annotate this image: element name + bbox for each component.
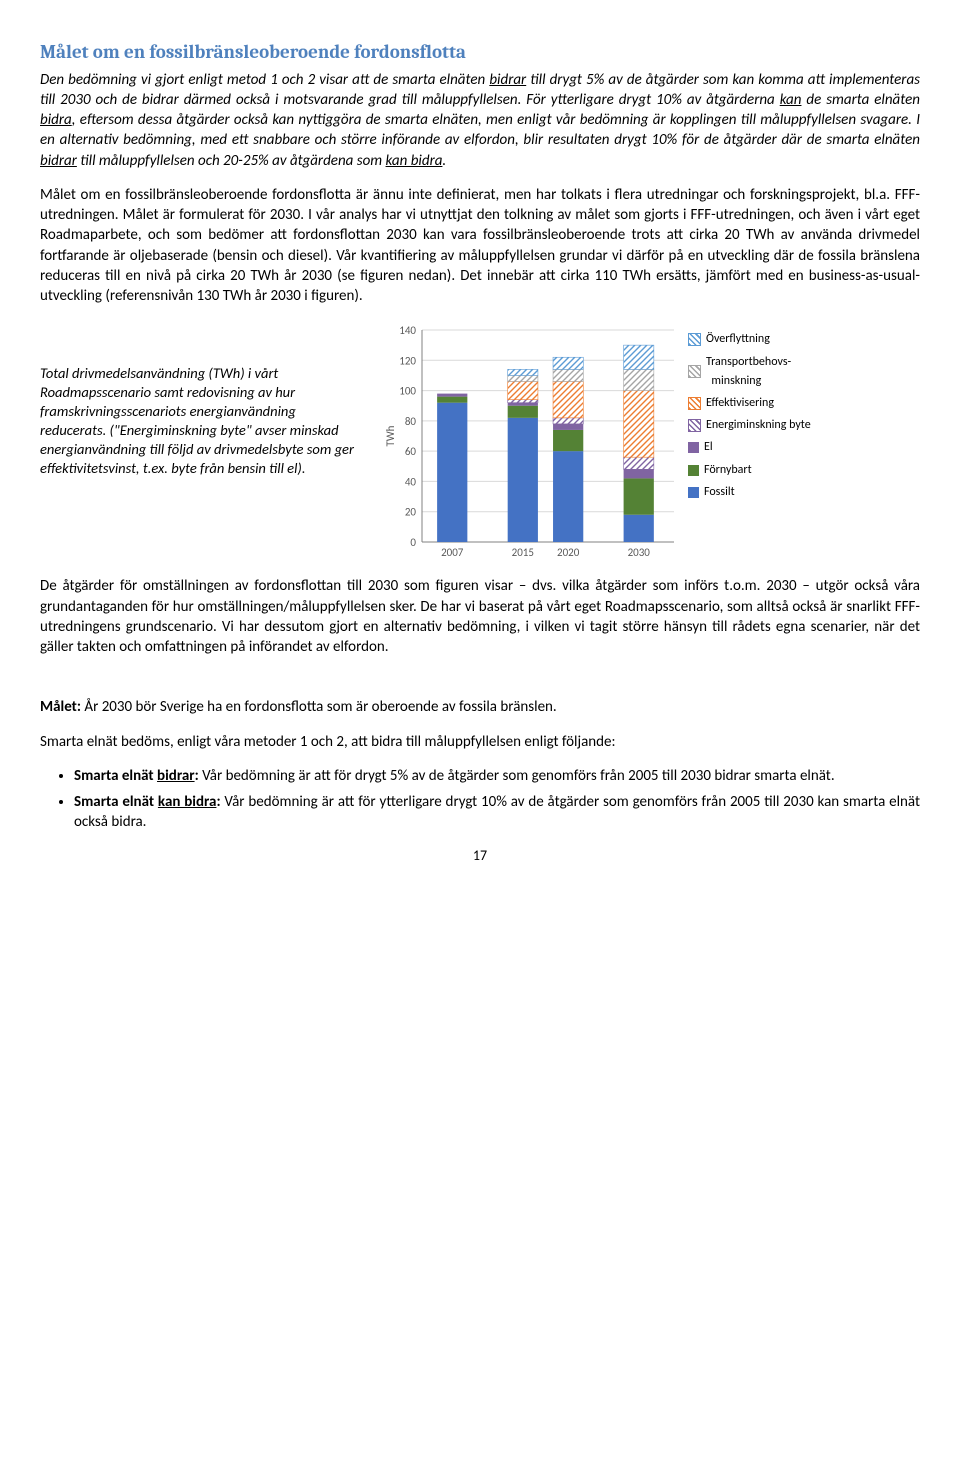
svg-text:20: 20 (405, 506, 417, 519)
text: de smarta elnäten (801, 91, 920, 109)
svg-text:0: 0 (410, 536, 416, 549)
legend-swatch (688, 442, 699, 453)
legend-item: Fossilt (688, 483, 811, 502)
legend-swatch (688, 365, 701, 378)
text: . (442, 152, 446, 170)
list-item: Smarta elnät kan bidra: Vår bedömning är… (74, 792, 920, 833)
text-underline: bidrar (489, 71, 526, 89)
svg-text:140: 140 (399, 324, 416, 337)
figure-caption: Total drivmedelsanvändning (TWh) i vårt … (40, 324, 360, 477)
stacked-bar-chart: 0 20 40 60 80 100 120 140 TWh 2007 2015 2020 2030 (380, 324, 680, 564)
legend-item: El (688, 438, 811, 457)
text-underline: kan bidra (158, 793, 217, 811)
legend-label: Energiminskning byte (706, 416, 811, 435)
legend-swatch (688, 465, 699, 476)
svg-text:80: 80 (405, 415, 417, 428)
text-underline: bidrar (157, 767, 195, 785)
legend-swatch (688, 397, 701, 410)
legend-item: Överflyttning (688, 330, 811, 349)
text: , eftersom dessa åtgärder också kan nytt… (40, 111, 920, 149)
svg-text:TWh: TWh (384, 426, 397, 447)
legend-label: Fossilt (704, 483, 735, 502)
figure-row: Total drivmedelsanvändning (TWh) i vårt … (40, 324, 920, 564)
legend-item: Förnybart (688, 461, 811, 480)
svg-text:60: 60 (405, 446, 417, 459)
svg-text:2020: 2020 (557, 546, 580, 559)
text-underline: kan (780, 91, 802, 109)
body-paragraph: Målet om en fossilbränsleoberoende fordo… (40, 185, 920, 307)
list-item: Smarta elnät bidrar: Vår bedömning är at… (74, 766, 920, 786)
svg-text:100: 100 (399, 385, 416, 398)
legend-swatch (688, 333, 701, 346)
text-underline: bidrar (40, 152, 77, 170)
text: Den bedömning vi gjort enligt metod 1 oc… (40, 71, 489, 89)
legend-swatch (688, 419, 701, 432)
text-underline: kan bidra (386, 152, 443, 170)
svg-text:120: 120 (399, 355, 416, 368)
svg-text:2030: 2030 (628, 546, 651, 559)
text: Smarta elnät (74, 793, 158, 811)
chart-legend: Överflyttning Transportbehovs- minskning E… (688, 324, 811, 505)
text: Vår bedömning är att för drygt 5% av de … (199, 767, 835, 785)
text: Smarta elnät (74, 767, 157, 785)
intro-paragraph: Den bedömning vi gjort enligt metod 1 oc… (40, 70, 920, 171)
legend-label: Förnybart (704, 461, 752, 480)
legend-label: El (704, 438, 713, 457)
legend-item: Transportbehovs- minskning (688, 353, 811, 391)
legend-swatch (688, 487, 699, 498)
legend-label: Transportbehovs- minskning (706, 353, 791, 391)
legend-label: Effektivisering (706, 394, 774, 413)
text: till måluppfyllelsen och 20-25% av åtgär… (77, 152, 386, 170)
legend-item: Energiminskning byte (688, 416, 811, 435)
body-paragraph: De åtgärder för omställningen av fordons… (40, 576, 920, 657)
goal-paragraph: Målet: År 2030 bör Sverige ha en fordons… (40, 697, 920, 717)
legend-item: Effektivisering (688, 394, 811, 413)
page-number: 17 (40, 847, 920, 866)
section-heading: Målet om en fossilbränsleoberoende fordo… (40, 40, 920, 66)
svg-text:2015: 2015 (512, 546, 534, 559)
svg-text:40: 40 (405, 476, 417, 489)
goal-text: År 2030 bör Sverige ha en fordonsflotta … (81, 698, 557, 716)
svg-text:2007: 2007 (441, 546, 464, 559)
goal-label: Målet: (40, 698, 81, 716)
chart-area: 0 20 40 60 80 100 120 140 TWh 2007 2015 2020 2030 Öv… (380, 324, 920, 564)
body-paragraph: Smarta elnät bedöms, enligt våra metoder… (40, 732, 920, 752)
text-underline: bidra (40, 111, 72, 129)
legend-label: Överflyttning (706, 330, 770, 349)
bullet-list: Smarta elnät bidrar: Vår bedömning är at… (40, 766, 920, 833)
